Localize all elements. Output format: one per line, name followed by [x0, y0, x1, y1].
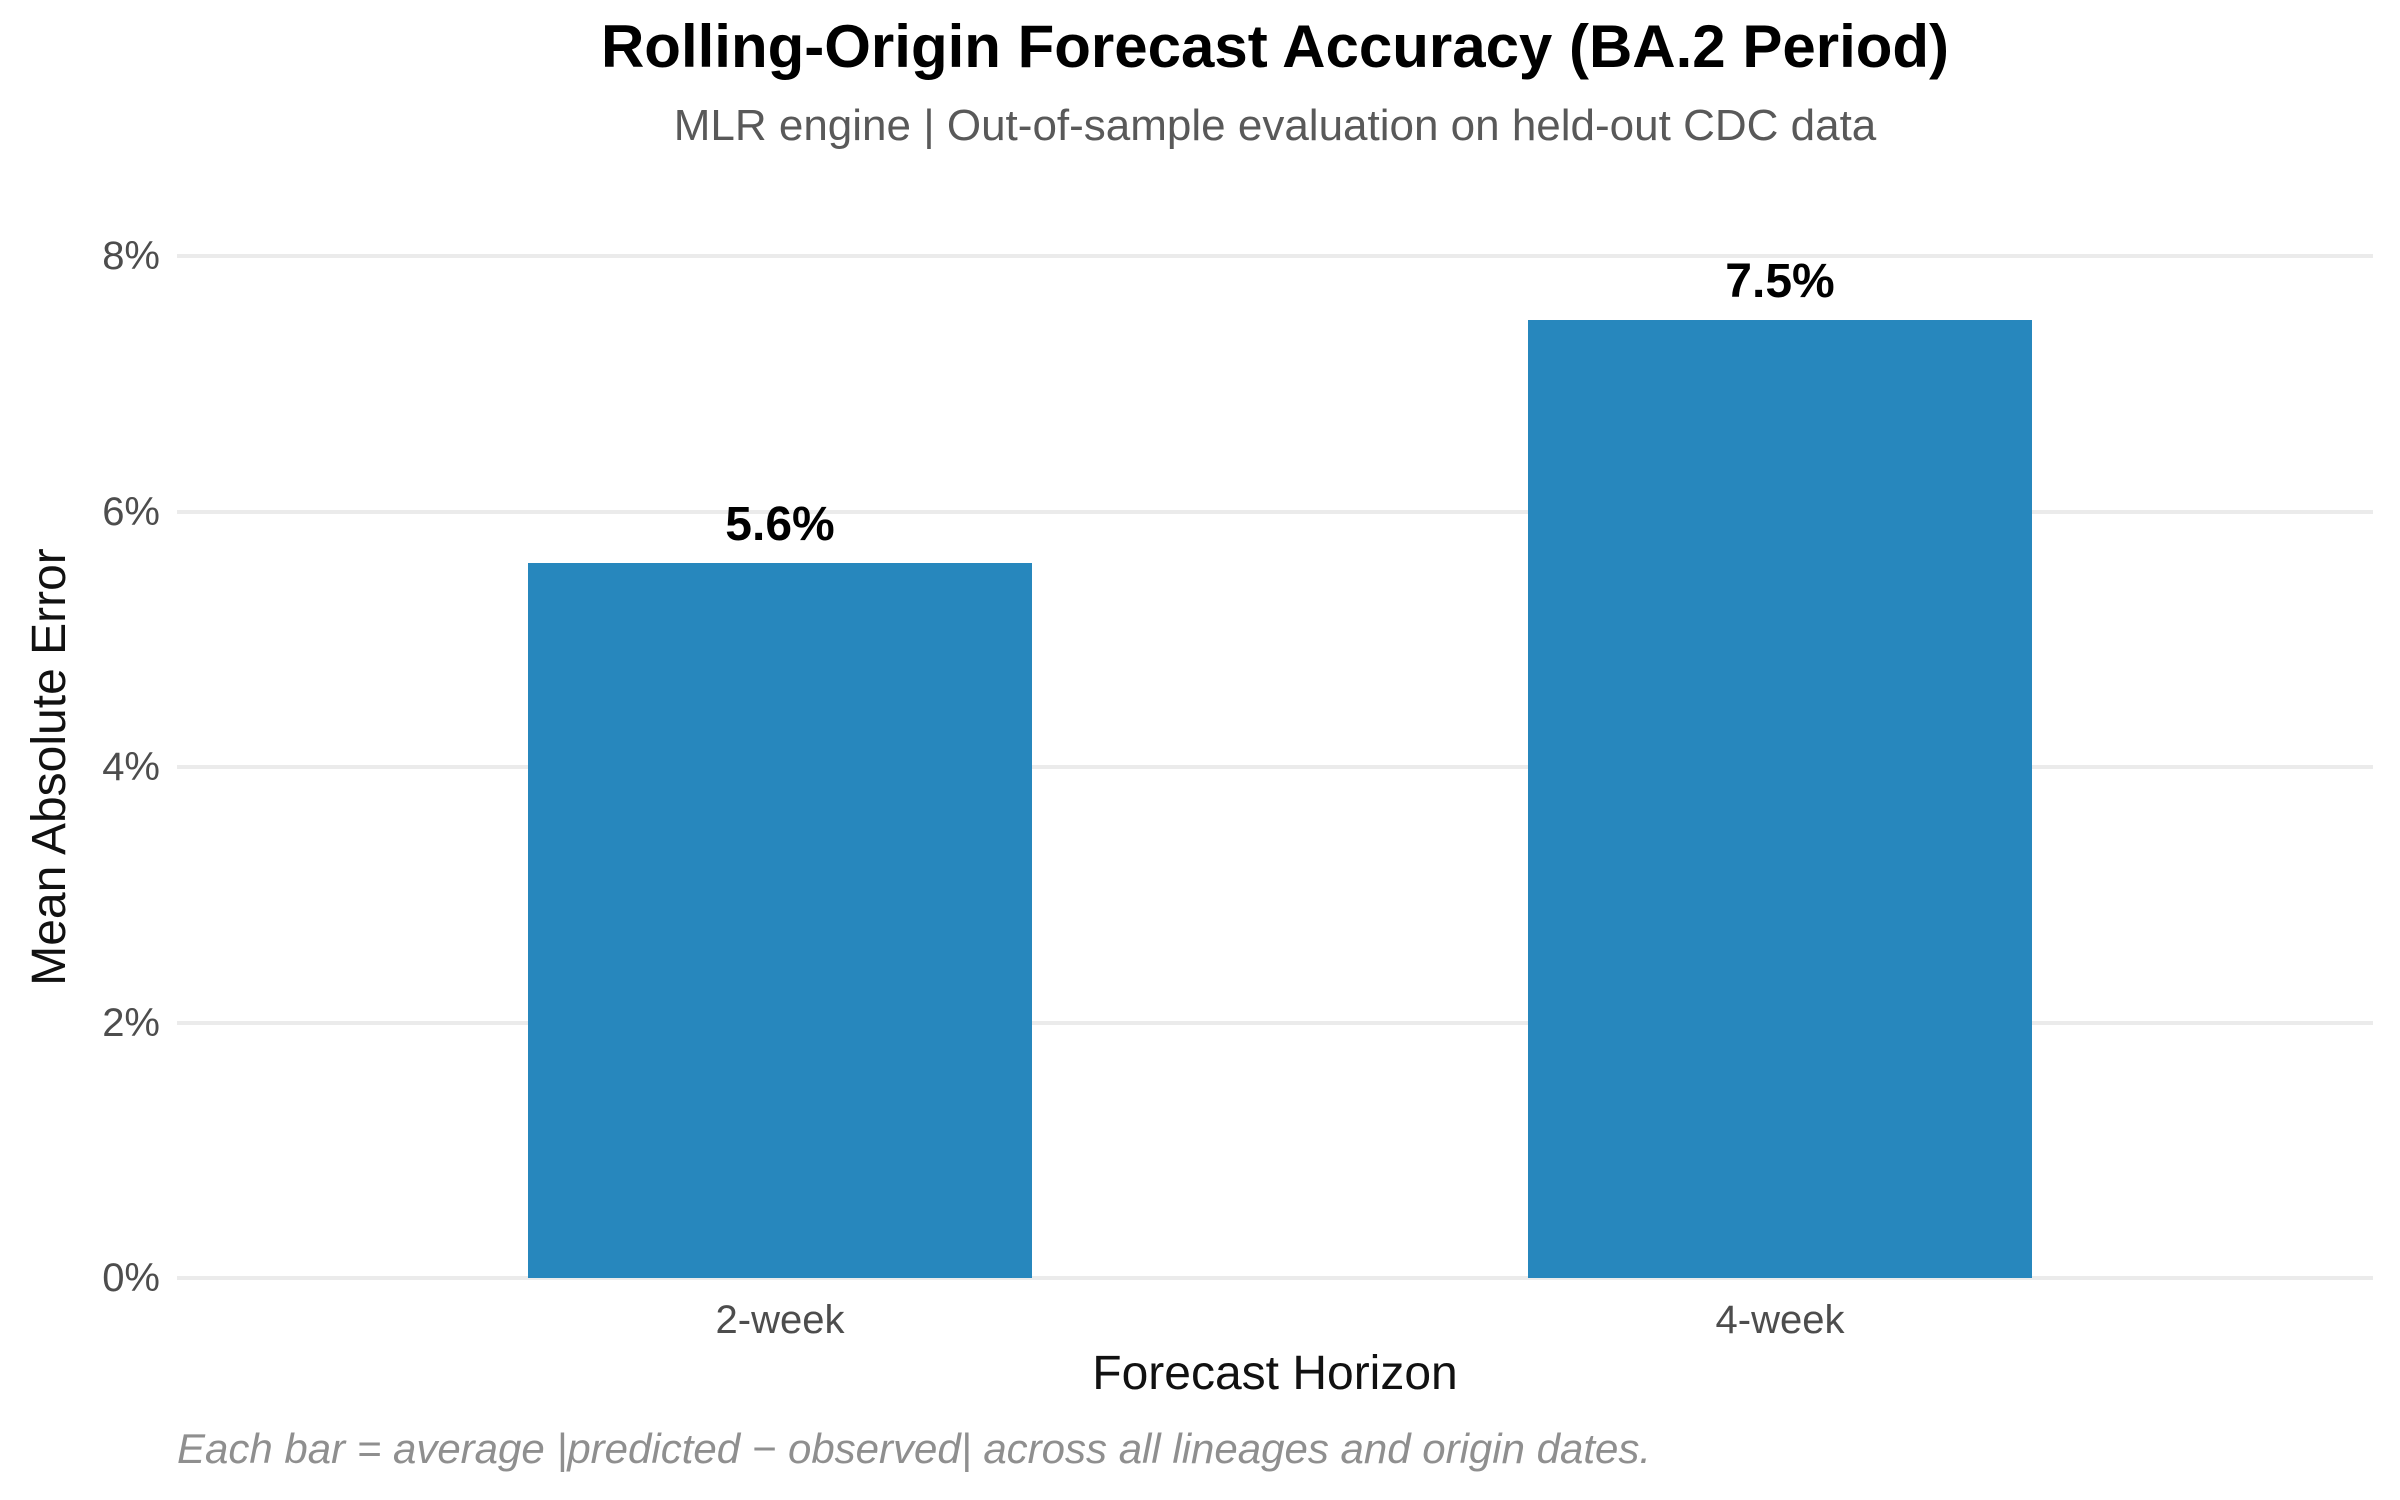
y-axis-title: Mean Absolute Error: [23, 548, 76, 986]
gridline-4%: [177, 765, 2373, 769]
chart-footnote: Each bar = average |predicted − observed…: [177, 1425, 1652, 1472]
bar-4-week: [1528, 319, 2032, 1278]
x-tick-label: 4-week: [1715, 1298, 1845, 1342]
y-tick-label: 4%: [102, 745, 160, 789]
y-tick-label: 6%: [102, 489, 160, 534]
bar-2-week: [528, 562, 1032, 1278]
x-tick-label: 2-week: [715, 1298, 845, 1342]
chart-subtitle: MLR engine | Out-of-sample evaluation on…: [673, 101, 1877, 150]
bar-value-label: 7.5%: [1725, 254, 1835, 308]
y-tick-label: 2%: [102, 1000, 160, 1045]
y-tick-label: 8%: [102, 234, 160, 278]
gridline-2%: [177, 1020, 2373, 1025]
bar-value-label: 5.6%: [725, 497, 835, 551]
chart-title: Rolling-Origin Forecast Accuracy (BA.2 P…: [600, 13, 1950, 80]
y-tick-label: 0%: [102, 1256, 160, 1300]
gridline-6%: [177, 509, 2373, 514]
x-axis-title: Forecast Horizon: [1092, 1347, 1458, 1400]
gridline-8%: [177, 254, 2373, 258]
gridline-0%: [177, 1276, 2373, 1280]
